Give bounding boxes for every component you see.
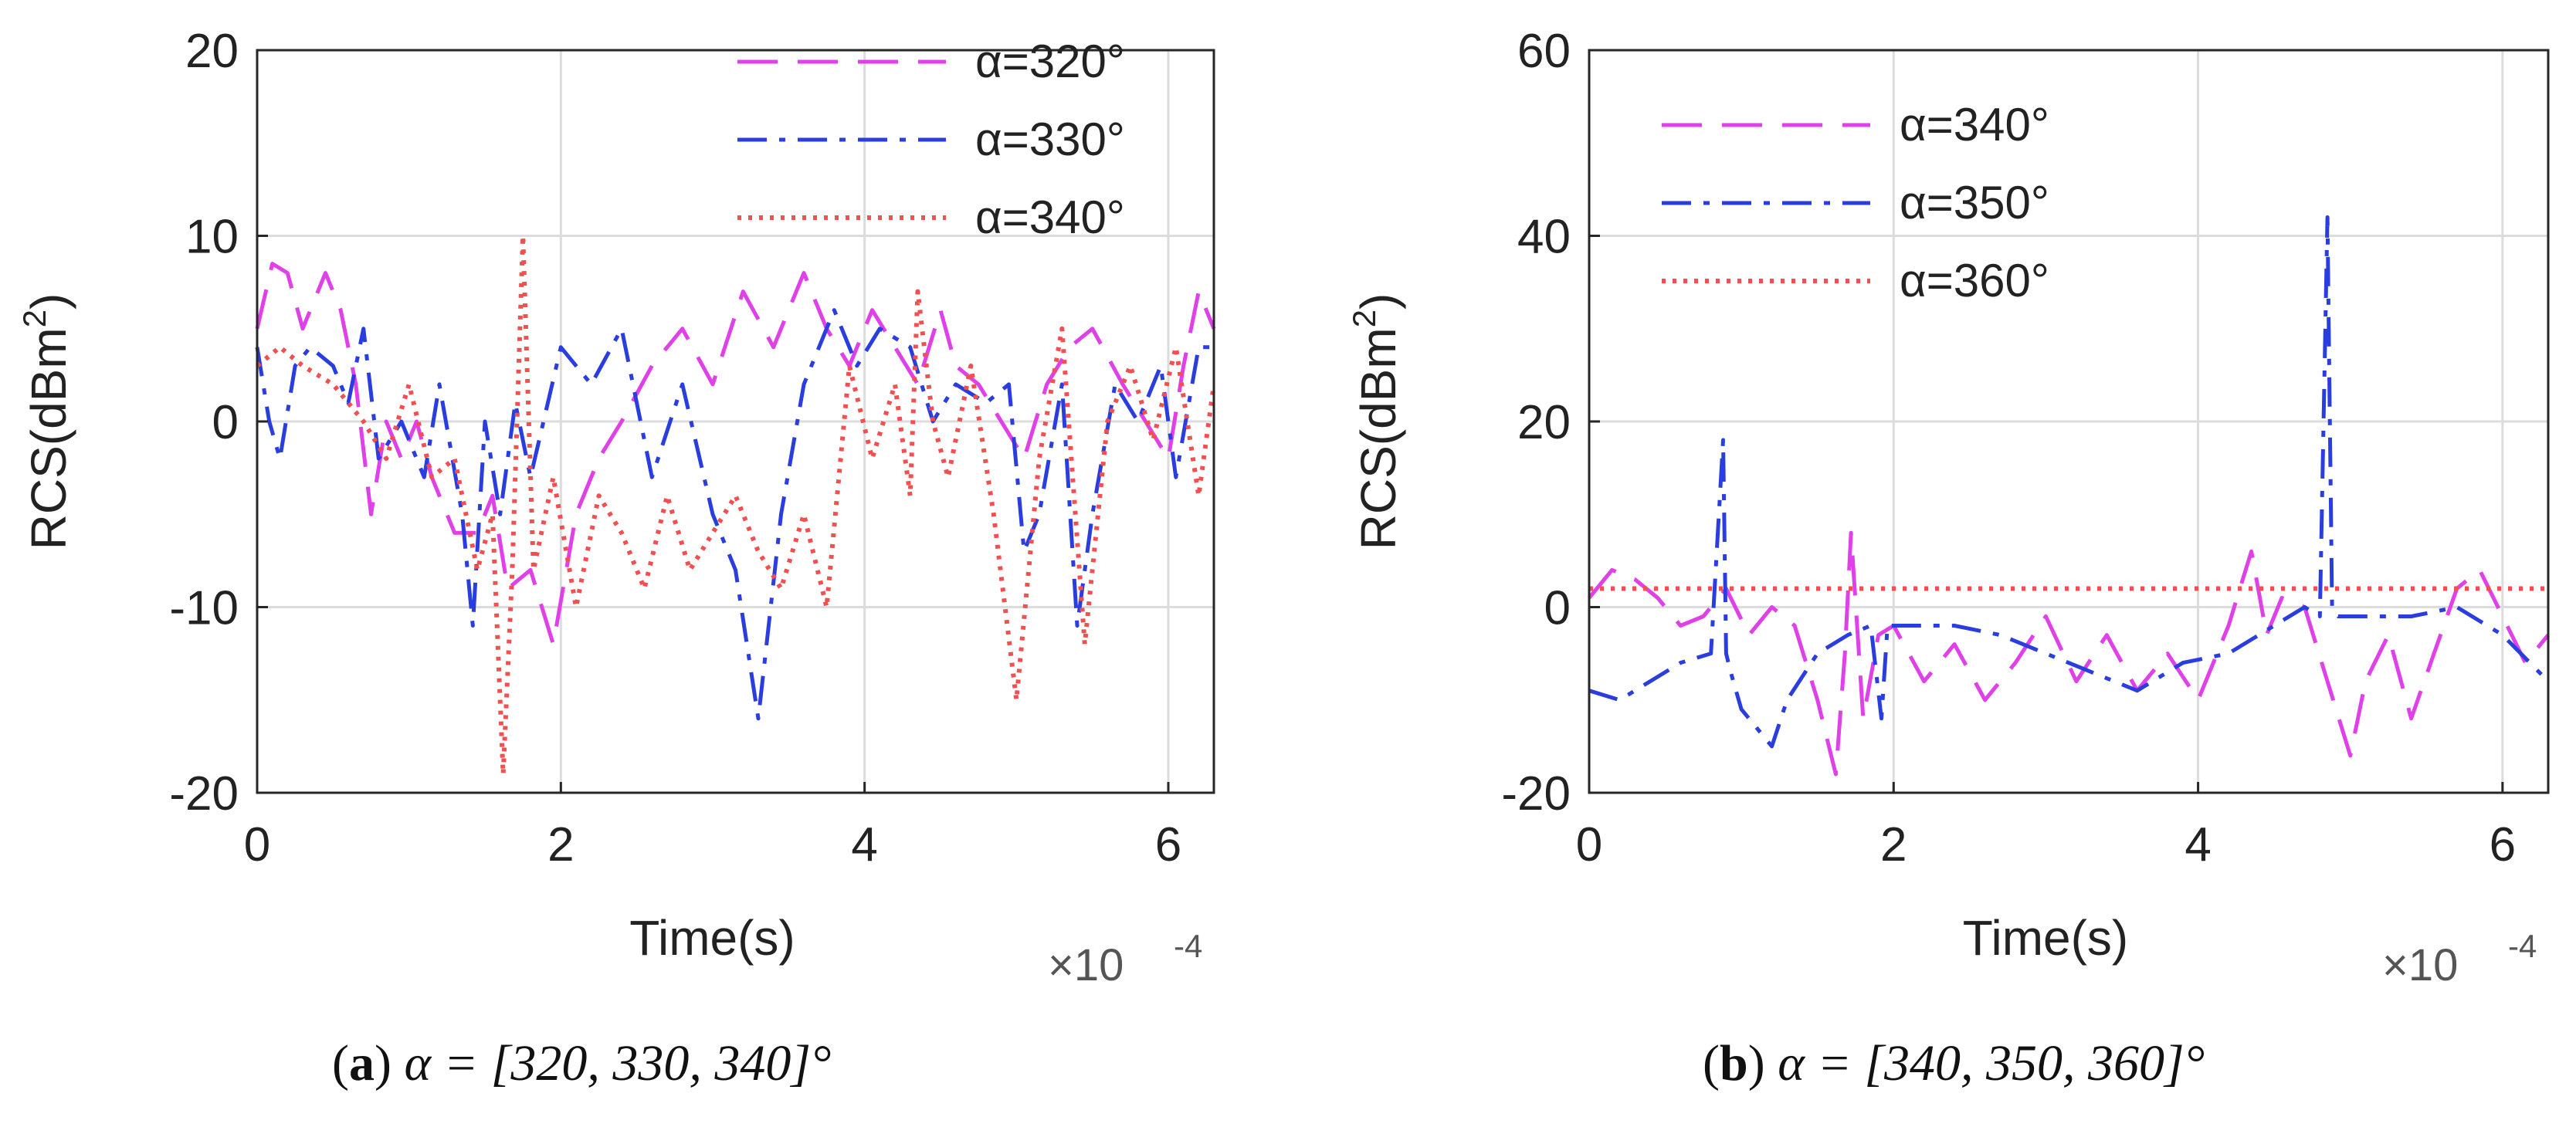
legend-label-a-2: α=340° [975, 191, 1125, 243]
caption-b: (b) α = [340, 350, 360]° [1703, 1035, 2205, 1091]
legend-label-b-2: α=360° [1900, 255, 2049, 306]
y-axis-label-b: RCS(dBm2) [1346, 293, 1406, 550]
caption-a-text: α = [320, 330, 340]° [404, 1035, 832, 1091]
xtick-label-b-1: 2 [1880, 818, 1907, 871]
legend-label-a-1: α=330° [975, 113, 1125, 165]
series-line-a-0 [255, 262, 1216, 647]
legend-label-a-0: α=320° [975, 36, 1125, 87]
x-multiplier-exp-b: -4 [2508, 928, 2537, 964]
y-axis-label-main-b: RCS(dBm [1351, 327, 1406, 550]
y-axis-label-tail-b: ) [1351, 293, 1406, 310]
ytick-label-b-2: 20 [1517, 396, 1571, 449]
xtick-label-b-2: 4 [2185, 818, 2211, 871]
ytick-label-b-0: -20 [1501, 767, 1571, 821]
y-axis-label-sup-a: 2 [16, 310, 53, 327]
x-axis-label-a: Time(s) [629, 910, 795, 966]
series-line-b-1 [1588, 215, 2550, 749]
x-multiplier-b: ×10 [2382, 940, 2458, 990]
legend-label-b-0: α=340° [1900, 99, 2049, 151]
caption-a: (a) α = [320, 330, 340]° [332, 1035, 832, 1091]
x-multiplier-exp-a: -4 [1174, 928, 1202, 964]
caption-b-text: α = [340, 350, 360]° [1778, 1035, 2205, 1091]
ytick-label-b-4: 60 [1517, 25, 1571, 78]
xtick-label-a-3: 6 [1155, 818, 1181, 871]
xtick-label-a-2: 4 [851, 818, 877, 871]
ytick-label-a-2: 0 [212, 396, 239, 449]
ytick-label-b-3: 40 [1517, 211, 1571, 264]
x-multiplier-a: ×10 [1048, 940, 1124, 990]
ytick-label-b-1: 0 [1544, 582, 1571, 635]
ytick-label-a-3: 10 [185, 211, 239, 264]
xtick-label-b-0: 0 [1576, 818, 1602, 871]
caption-a-letter: a [348, 1035, 375, 1091]
y-axis-label-a: RCS(dBm2) [16, 293, 76, 550]
y-axis-label-tail-a: ) [21, 293, 76, 310]
ytick-label-a-0: -20 [169, 767, 239, 821]
y-axis-label-sup-b: 2 [1346, 310, 1382, 327]
legend-label-b-1: α=350° [1900, 177, 2049, 228]
xtick-label-b-3: 6 [2490, 818, 2516, 871]
xtick-label-a-1: 2 [547, 818, 574, 871]
series-line-b-0 [1588, 530, 2550, 777]
x-axis-label-b: Time(s) [1963, 910, 2128, 966]
y-axis-label-main-a: RCS(dBm [21, 327, 76, 550]
ytick-label-a-4: 20 [185, 25, 239, 78]
series-line-a-2 [256, 233, 1216, 777]
ytick-label-a-1: -10 [169, 582, 239, 635]
caption-b-letter: b [1719, 1035, 1748, 1091]
series-line-a-1 [255, 308, 1214, 721]
xtick-label-a-0: 0 [244, 818, 270, 871]
